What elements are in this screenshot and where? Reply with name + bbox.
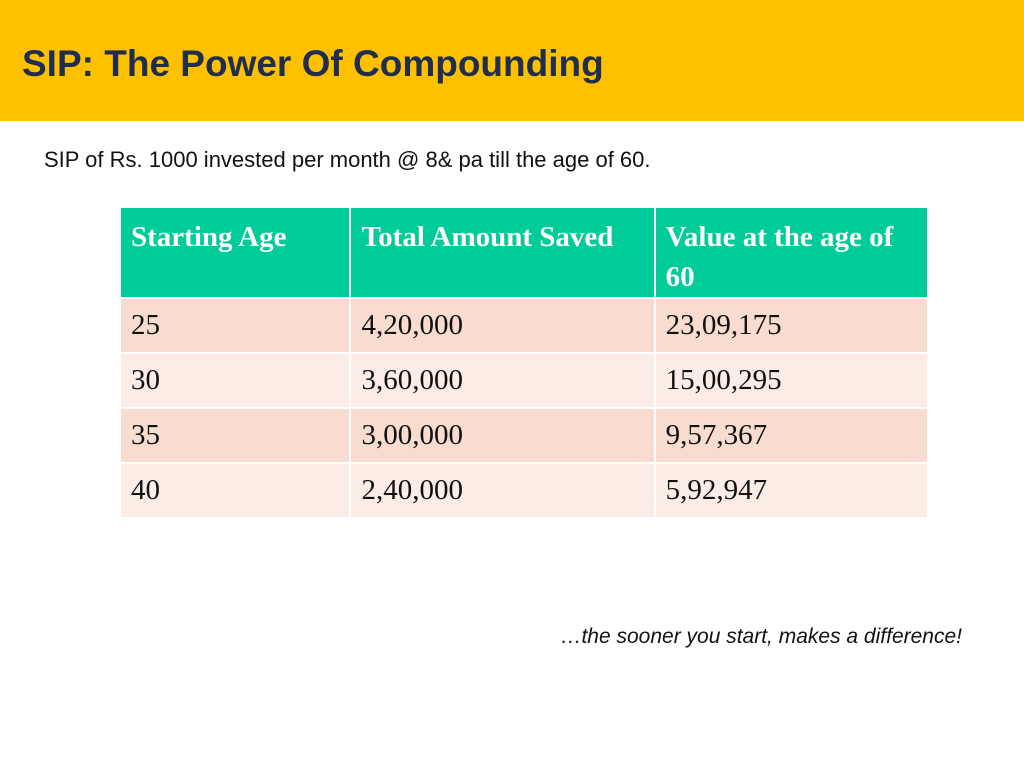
table-row: 25 4,20,000 23,09,175 [118,297,930,354]
header-value-at-60: Value at the age of 60 [653,206,930,299]
cell-starting-age: 25 [118,297,352,354]
header-total-amount-saved: Total Amount Saved [349,206,656,299]
cell-total-amount-saved: 3,60,000 [349,352,656,409]
cell-value-at-60: 23,09,175 [653,297,930,354]
table-header-row: Starting Age Total Amount Saved Value at… [118,206,930,299]
cell-starting-age: 30 [118,352,352,409]
table-row: 30 3,60,000 15,00,295 [118,352,930,409]
header-band [0,0,1024,121]
slide-subtitle: SIP of Rs. 1000 invested per month @ 8& … [44,147,651,172]
cell-total-amount-saved: 4,20,000 [349,297,656,354]
table-row: 40 2,40,000 5,92,947 [118,462,930,519]
cell-value-at-60: 15,00,295 [653,352,930,409]
cell-value-at-60: 9,57,367 [653,407,930,464]
sip-table: Starting Age Total Amount Saved Value at… [118,206,930,519]
cell-total-amount-saved: 3,00,000 [349,407,656,464]
cell-starting-age: 40 [118,462,352,519]
cell-starting-age: 35 [118,407,352,464]
cell-value-at-60: 5,92,947 [653,462,930,519]
header-starting-age: Starting Age [118,206,352,299]
slide-tagline: …the sooner you start, makes a differenc… [560,625,962,648]
table-row: 35 3,00,000 9,57,367 [118,407,930,464]
slide-title: SIP: The Power Of Compounding [22,43,604,84]
cell-total-amount-saved: 2,40,000 [349,462,656,519]
